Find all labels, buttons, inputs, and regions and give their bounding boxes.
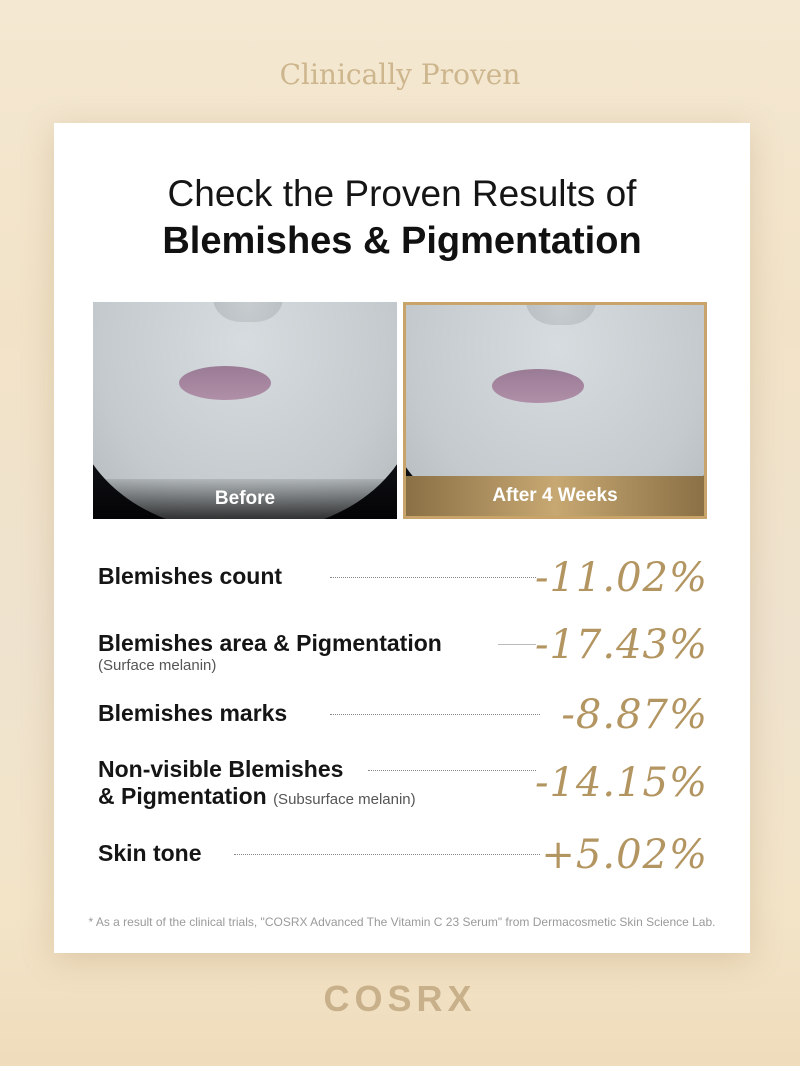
dotted-leader	[330, 714, 540, 715]
stat-row: Skin tone +5.02%	[98, 832, 708, 880]
stat-label: Blemishes area & Pigmentation	[98, 630, 442, 656]
stat-sublabel: (Subsurface melanin)	[273, 791, 416, 808]
stat-value: -14.15%	[534, 760, 708, 806]
stat-label: Blemishes marks	[98, 700, 288, 726]
before-photo: Before	[93, 302, 397, 519]
leader-line	[498, 644, 536, 645]
stat-label: Skin tone	[98, 840, 202, 866]
stat-value: -8.87%	[561, 692, 708, 738]
after-photo: After 4 Weeks	[403, 302, 707, 519]
stat-value: -17.43%	[534, 622, 708, 668]
stat-label: Blemishes count	[98, 563, 283, 589]
stat-value: -11.02%	[534, 555, 708, 601]
footnote: * As a result of the clinical trials, "C…	[88, 915, 716, 929]
dotted-leader	[330, 577, 536, 578]
results-card: Check the Proven Results of Blemishes & …	[54, 123, 750, 953]
stat-label-line2: & Pigmentation	[98, 783, 267, 809]
stat-row: Non-visible Blemishes & Pigmentation (Su…	[98, 756, 708, 820]
section-title: Clinically Proven	[279, 58, 521, 91]
dotted-leader	[368, 770, 536, 771]
stat-label: Non-visible Blemishes	[98, 756, 344, 782]
stat-value: +5.02%	[541, 832, 708, 878]
after-label: After 4 Weeks	[406, 476, 704, 516]
stat-row: Blemishes count -11.02%	[98, 555, 708, 603]
before-label: Before	[93, 479, 397, 519]
stat-row: Blemishes marks -8.87%	[98, 692, 708, 740]
brand-logo: COSRX	[323, 978, 477, 1019]
stat-row: Blemishes area & Pigmentation (Surface m…	[98, 622, 708, 690]
dotted-leader	[234, 854, 540, 855]
heading-line-1: Check the Proven Results of	[167, 173, 637, 214]
heading-line-2: Blemishes & Pigmentation	[162, 220, 642, 262]
stat-sublabel: (Surface melanin)	[98, 657, 217, 674]
